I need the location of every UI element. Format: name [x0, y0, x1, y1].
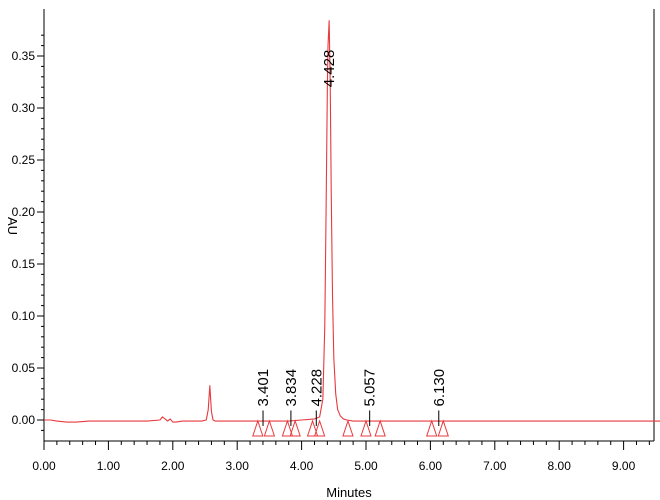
integration-marker: [281, 419, 294, 437]
integration-marker: [263, 419, 276, 437]
axes: [43, 9, 655, 442]
peak-label: 5.057: [362, 369, 379, 407]
peak-label: 4.428: [321, 50, 338, 88]
y-ticks: 0.00 0.05 0.10 0.15 0.20 0.25 0.30 0.35: [12, 34, 44, 431]
integration-marker: [313, 419, 326, 437]
y-tick-label: 0.05: [12, 361, 36, 375]
chromatogram-trace: [44, 20, 660, 423]
trace: [44, 20, 660, 423]
integration-marker: [437, 419, 449, 437]
peak-label: 3.401: [255, 369, 272, 407]
y-tick-label: 0.25: [12, 153, 36, 167]
integration-marker: [342, 419, 354, 437]
integration-marker: [289, 419, 301, 437]
integration-marker: [252, 419, 264, 437]
peak-labels: 3.401 3.834 4.228 4.428 5.057 6.130: [255, 50, 448, 426]
peak-label: 6.130: [431, 369, 448, 407]
y-tick-label: 0.15: [12, 257, 36, 271]
y-tick-label: 0.10: [12, 309, 36, 323]
x-axis-title: Minutes: [326, 485, 372, 500]
integration-marker: [360, 419, 372, 437]
integration-markers: [252, 419, 449, 437]
integration-marker: [306, 419, 319, 437]
peak-label: 3.834: [283, 369, 300, 407]
x-tick-label: 5.00: [354, 459, 378, 473]
y-axis-title: AU: [5, 217, 20, 235]
x-tick-label: 1.00: [97, 459, 121, 473]
x-tick-label: 2.00: [161, 459, 185, 473]
y-tick-label: 0.00: [12, 413, 36, 427]
x-tick-label: 7.00: [483, 459, 507, 473]
integration-marker: [425, 419, 438, 437]
x-ticks: 0.00 1.00 2.00 3.00 4.00 5.00 6.00 7.00 8.00 9.00: [32, 441, 650, 473]
x-tick-label: 3.00: [226, 459, 250, 473]
x-tick-label: 6.00: [419, 459, 443, 473]
y-tick-label: 0.30: [12, 101, 36, 115]
y-tick-label: 0.20: [12, 205, 36, 219]
x-tick-label: 0.00: [32, 459, 56, 473]
x-tick-label: 4.00: [290, 459, 314, 473]
y-tick-label: 0.35: [12, 49, 36, 63]
integration-marker: [374, 419, 386, 437]
x-tick-label: 9.00: [612, 459, 636, 473]
peak-label: 4.228: [308, 369, 325, 407]
x-tick-label: 8.00: [548, 459, 572, 473]
